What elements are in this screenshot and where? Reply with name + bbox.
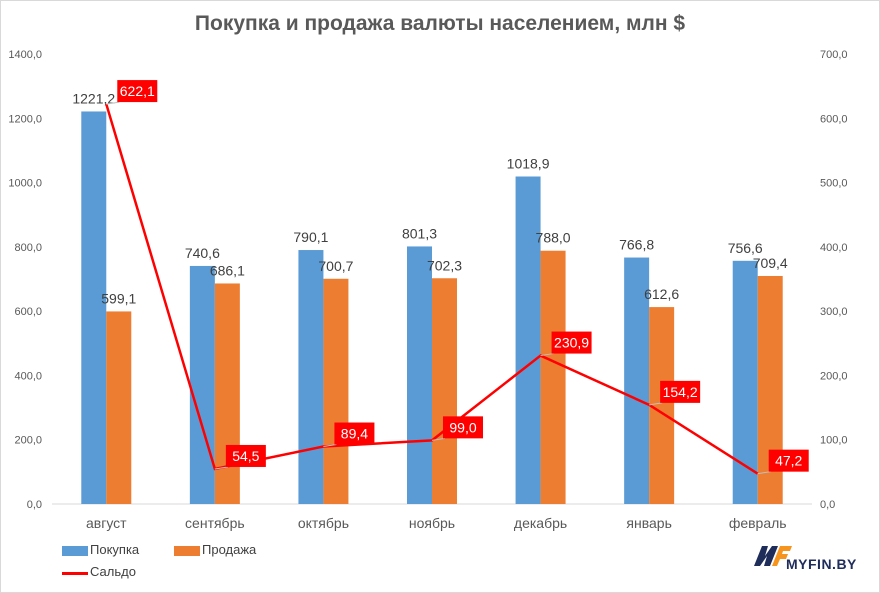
data-label-prodazha: 788,0 (536, 230, 571, 246)
right-axis-tick: 200,0 (820, 370, 848, 382)
data-label-box-saldo (660, 380, 701, 403)
legend-swatch-prodazha (174, 546, 200, 556)
bar-pokupka (732, 260, 758, 504)
left-axis-tick: 400,0 (14, 370, 42, 382)
right-axis-tick: 700,0 (820, 49, 848, 61)
data-label-pokupka: 1018,9 (507, 155, 550, 171)
bar-pokupka (624, 257, 650, 504)
right-axis-tick: 0,0 (820, 499, 835, 511)
data-label-saldo: 47,2 (775, 453, 802, 469)
leader-line-saldo (757, 471, 771, 475)
data-label-box-saldo (225, 444, 266, 467)
data-label-prodazha: 709,4 (753, 255, 788, 271)
left-axis-tick: 800,0 (14, 242, 42, 254)
category-label: сентябрь (185, 515, 245, 531)
bar-prodazha (540, 250, 566, 504)
logo-text: MYFIN.BY (786, 556, 857, 572)
data-label-pokupka: 740,6 (185, 245, 220, 261)
right-axis-tick: 500,0 (820, 178, 848, 190)
bar-prodazha (649, 307, 675, 504)
data-label-prodazha: 599,1 (101, 290, 136, 306)
data-label-saldo: 154,2 (663, 384, 698, 400)
chart-title: Покупка и продажа валюты населением, млн… (194, 12, 686, 35)
logo-mark-icon (754, 546, 792, 566)
data-label-pokupka: 790,1 (293, 229, 328, 245)
leader-line-saldo (540, 353, 554, 357)
data-label-prodazha: 686,1 (210, 262, 245, 278)
data-label-saldo: 622,1 (120, 83, 155, 99)
category-label: январь (626, 515, 671, 531)
leader-line-saldo (649, 402, 663, 406)
data-label-pokupka: 801,3 (402, 225, 437, 241)
left-axis-tick: 1000,0 (8, 178, 42, 190)
data-label-pokupka: 1221,2 (72, 90, 115, 106)
left-axis-tick: 1200,0 (8, 113, 42, 125)
data-label-saldo: 89,4 (341, 426, 368, 442)
leader-line-saldo (214, 466, 228, 470)
data-label-box-saldo (443, 416, 483, 439)
bar-prodazha (432, 278, 457, 504)
left-axis-tick: 200,0 (14, 435, 42, 447)
bar-prodazha (214, 283, 240, 504)
myfin-logo: MYFIN.BY (752, 540, 878, 580)
data-label-saldo: 230,9 (554, 335, 589, 351)
bar-pokupka (407, 246, 432, 505)
data-label-box-saldo (768, 449, 809, 472)
data-label-prodazha: 702,3 (427, 257, 462, 273)
leader-line-saldo (323, 444, 337, 448)
left-axis-tick: 1400,0 (8, 49, 42, 61)
bar-prodazha (106, 311, 132, 504)
right-axis-tick: 300,0 (820, 306, 848, 318)
bar-prodazha (323, 278, 349, 504)
right-axis-tick: 600,0 (820, 113, 848, 125)
left-axis-tick: 0,0 (27, 499, 42, 511)
category-label: август (86, 515, 127, 531)
right-axis-tick: 100,0 (820, 435, 848, 447)
category-label: октябрь (298, 515, 349, 531)
data-label-box-saldo (551, 331, 592, 354)
legend-label-prodazha: Продажа (202, 542, 257, 557)
legend-label-saldo: Сальдо (90, 564, 136, 579)
data-label-prodazha: 612,6 (644, 286, 679, 302)
category-label: ноябрь (409, 515, 455, 531)
data-label-saldo: 99,0 (449, 419, 476, 435)
data-label-box-saldo (334, 422, 375, 445)
legend-swatch-pokupka (62, 546, 88, 556)
bar-pokupka (81, 111, 107, 504)
data-label-pokupka: 766,8 (619, 237, 654, 253)
legend-label-pokupka: Покупка (90, 542, 140, 557)
data-label-box-saldo (117, 80, 158, 103)
bar-pokupka (189, 265, 215, 504)
legend-swatch-saldo (62, 572, 88, 575)
data-label-pokupka: 756,6 (728, 240, 763, 256)
leader-line-saldo (106, 101, 120, 105)
right-axis-tick: 400,0 (820, 242, 848, 254)
leader-line-saldo (431, 437, 446, 441)
bar-pokupka (298, 250, 324, 504)
data-label-saldo: 54,5 (232, 448, 259, 464)
data-label-prodazha: 700,7 (318, 258, 353, 274)
bar-pokupka (515, 176, 541, 504)
category-label: декабрь (514, 515, 567, 531)
category-label: февраль (729, 515, 787, 531)
left-axis-tick: 600,0 (14, 306, 42, 318)
